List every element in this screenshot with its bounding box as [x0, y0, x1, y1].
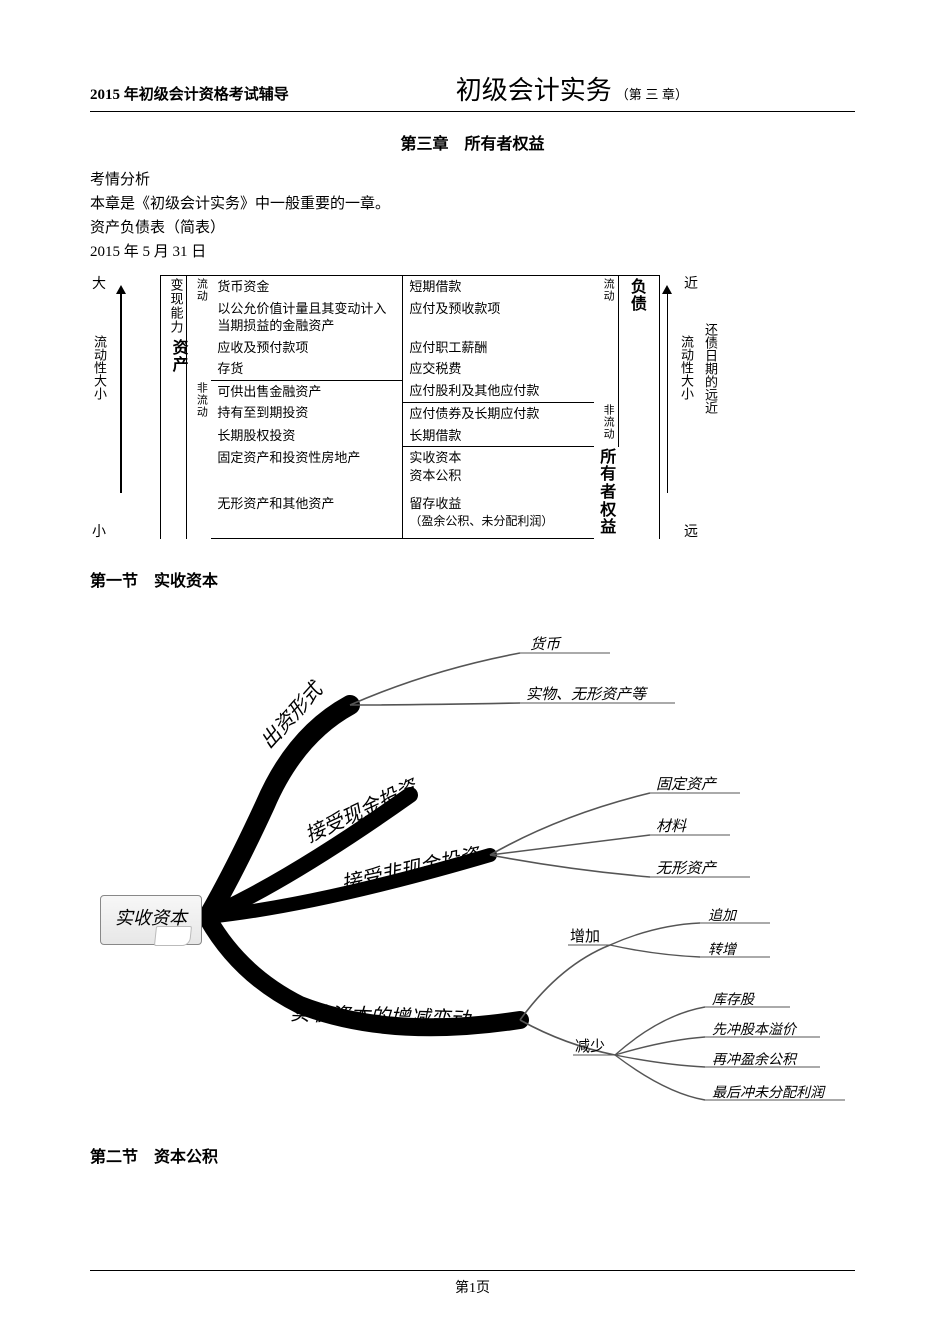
mindmap-leaf: 先冲股本溢价	[712, 1019, 796, 1039]
corner-bottom-left: 小	[92, 521, 106, 541]
right-arrow-icon	[667, 293, 669, 493]
section-1-heading: 第一节 实收资本	[90, 567, 855, 591]
mindmap-leaf: 再冲盈余公积	[712, 1049, 796, 1069]
assets-tag-noncurrent: 非流动	[187, 380, 211, 539]
balance-sheet-diagram: 大 小 近 远 流动性大小 流动性大小 还债日期的远近 变现能力资产 流动 货币…	[90, 275, 730, 539]
liab-item: 应付债券及长期应付款	[403, 402, 594, 424]
right-axis-label-1: 流动性大小	[677, 335, 696, 400]
page-footer: 第1页	[0, 1264, 945, 1297]
header-center: 初级会计实务	[456, 75, 612, 105]
header-left: 2015 年初级会计资格考试辅导	[90, 83, 289, 104]
mindmap-sub: 减少	[575, 1035, 605, 1056]
mindmap-leaf: 材料	[656, 815, 686, 836]
mindmap-root: 实收资本	[100, 895, 202, 945]
liab-item: 应付及预收款项	[403, 298, 594, 337]
asset-item: 固定资产和投资性房地产	[211, 447, 402, 493]
liab-tag-current: 流动	[594, 276, 618, 403]
asset-item: 持有至到期投资	[211, 402, 402, 424]
mindmap-leaf: 转增	[708, 939, 736, 959]
liab-item: 应付职工薪酬	[403, 337, 594, 359]
equity-big-label: 所有者权益	[594, 447, 659, 539]
mindmap-paid-in-capital: 实收资本 出资形式 接受现金投资 接受非现金投资 实收资本的增减变动 货币 实物…	[90, 605, 850, 1125]
mindmap-leaf: 固定资产	[656, 773, 716, 794]
page: 2015 年初级会计资格考试辅导 初级会计实务 （第 三 章） 第三章 所有者权益…	[0, 0, 945, 1337]
liab-big-label: 负债	[619, 276, 660, 447]
assets-outer-label: 变现能力资产	[161, 276, 187, 539]
mindmap-leaf: 库存股	[712, 989, 754, 1009]
right-axis-label-2: 还债日期的远近	[701, 323, 720, 414]
mindmap-leaf: 追加	[708, 905, 736, 925]
corner-top-left: 大	[92, 273, 106, 293]
mindmap-leaf: 最后冲未分配利润	[712, 1082, 824, 1102]
page-header: 2015 年初级会计资格考试辅导 初级会计实务 （第 三 章）	[90, 70, 855, 112]
asset-item: 长期股权投资	[211, 425, 402, 447]
left-arrow-icon	[120, 293, 122, 493]
left-axis-label: 流动性大小	[90, 335, 109, 400]
asset-item: 无形资产和其他资产	[211, 493, 402, 539]
mindmap-leaf: 实物、无形资产等	[526, 683, 646, 704]
asset-item: 应收及预付款项	[211, 337, 402, 359]
equity-item: 留存收益 （盈余公积、未分配利润）	[403, 493, 594, 539]
asset-item: 货币资金	[211, 276, 402, 298]
intro-line: 2015 年 5 月 31 日	[90, 240, 855, 261]
balance-sheet-table: 变现能力资产 流动 货币资金 短期借款 流动 负债 以公允价值计量且其变动计入当…	[160, 275, 660, 539]
intro-line: 资产负债表（简表）	[90, 216, 855, 237]
assets-tag-current: 流动	[187, 276, 211, 381]
header-title: 初级会计实务 （第 三 章）	[289, 70, 855, 107]
chapter-intro: 考情分析 本章是《初级会计实务》中一般重要的一章。 资产负债表（简表） 2015…	[90, 168, 855, 261]
liab-tag-noncurrent: 非流动	[594, 402, 618, 447]
header-sub: （第 三 章）	[616, 87, 688, 102]
asset-item: 存货	[211, 358, 402, 380]
liab-item: 应付股利及其他应付款	[403, 380, 594, 402]
asset-item: 以公允价值计量且其变动计入当期损益的金融资产	[211, 298, 402, 337]
page-number: 第1页	[455, 1281, 490, 1296]
liab-item: 短期借款	[403, 276, 594, 298]
liab-item: 长期借款	[403, 425, 594, 447]
mindmap-leaf: 无形资产	[656, 857, 716, 878]
corner-bottom-right: 远	[684, 521, 698, 541]
chapter-title: 第三章 所有者权益	[90, 130, 855, 154]
liab-item: 应交税费	[403, 358, 594, 380]
mindmap-leaf: 货币	[530, 633, 560, 654]
equity-item: 实收资本 资本公积	[403, 447, 594, 493]
intro-line: 考情分析	[90, 168, 855, 189]
mindmap-sub: 增加	[570, 925, 600, 946]
asset-item: 可供出售金融资产	[211, 380, 402, 402]
intro-line: 本章是《初级会计实务》中一般重要的一章。	[90, 192, 855, 213]
section-2-heading: 第二节 资本公积	[90, 1143, 855, 1167]
corner-top-right: 近	[684, 273, 698, 293]
